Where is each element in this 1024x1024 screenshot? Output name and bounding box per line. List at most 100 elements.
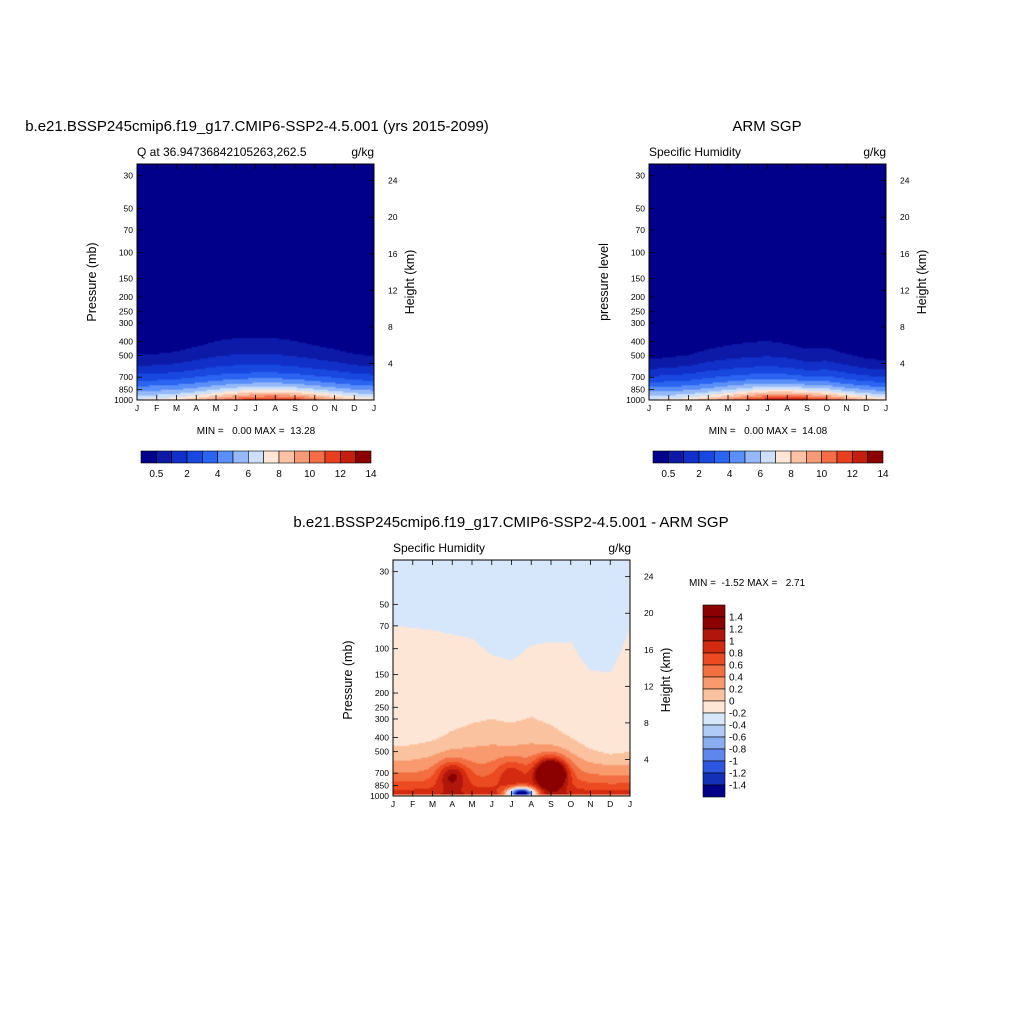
colorbar-label: 0.6 bbox=[729, 661, 743, 672]
y-tick-label-left: 250 bbox=[119, 306, 133, 316]
colorbar-label: -1.2 bbox=[729, 769, 747, 780]
y-tick-label-left: 150 bbox=[631, 274, 645, 284]
x-tick-label: J bbox=[372, 403, 376, 413]
y-tick-label-right: 8 bbox=[644, 718, 649, 728]
panel-model-title: b.e21.BSSP245cmip6.f19_g17.CMIP6-SSP2-4.… bbox=[25, 118, 489, 135]
y-tick-label-right: 16 bbox=[644, 645, 654, 655]
colorbar-swatch bbox=[702, 724, 726, 738]
colorbar-swatch bbox=[729, 450, 746, 464]
y-tick-label-left: 200 bbox=[119, 292, 133, 302]
y-tick-label-left: 70 bbox=[636, 225, 646, 235]
colorbar-swatch bbox=[702, 652, 726, 666]
colorbar-label: 8 bbox=[788, 469, 794, 480]
panel-diff-subtitle-right: g/kg bbox=[608, 541, 631, 555]
panel-diff-colorbar: 1.41.210.80.60.40.20-0.2-0.4-0.6-0.8-1-1… bbox=[702, 604, 747, 798]
panel-model-ylabel-right: Height (km) bbox=[403, 250, 417, 315]
colorbar-swatch bbox=[702, 604, 726, 618]
y-tick-label-left: 150 bbox=[119, 274, 133, 284]
y-tick-label-right: 12 bbox=[644, 681, 654, 691]
y-tick-label-left: 700 bbox=[375, 768, 389, 778]
colorbar-swatch bbox=[278, 450, 295, 464]
contour-field bbox=[393, 560, 630, 796]
x-tick-label: F bbox=[154, 403, 159, 413]
colorbar-swatch bbox=[294, 450, 310, 464]
colorbar-label: 8 bbox=[276, 469, 282, 480]
x-tick-label: J bbox=[135, 403, 139, 413]
panel-model-subtitle-left: Q at 36.94736842105263,262.5 bbox=[137, 145, 307, 159]
colorbar-swatch bbox=[702, 640, 726, 654]
x-tick-label: A bbox=[193, 403, 199, 413]
x-tick-label: J bbox=[253, 403, 257, 413]
y-tick-label-right: 12 bbox=[900, 285, 910, 295]
y-tick-label-right: 4 bbox=[900, 358, 905, 368]
colorbar-swatch bbox=[324, 450, 341, 464]
panel-model-ylabel-left: Pressure (mb) bbox=[85, 242, 99, 321]
colorbar-label: 14 bbox=[365, 469, 377, 480]
colorbar-label: 0.2 bbox=[729, 685, 743, 696]
colorbar-label: 1.2 bbox=[729, 625, 743, 636]
x-tick-label: A bbox=[272, 403, 278, 413]
x-tick-label: S bbox=[548, 799, 554, 809]
panel-diff-title: b.e21.BSSP245cmip6.f19_g17.CMIP6-SSP2-4.… bbox=[293, 514, 728, 531]
x-tick-label: A bbox=[528, 799, 534, 809]
colorbar-label: 2 bbox=[184, 469, 190, 480]
colorbar-swatch bbox=[217, 450, 234, 464]
x-tick-label: N bbox=[587, 799, 593, 809]
y-tick-label-left: 700 bbox=[119, 372, 133, 382]
colorbar-swatch bbox=[652, 450, 669, 464]
colorbar-label: -0.6 bbox=[729, 733, 747, 744]
colorbar-label: 0.8 bbox=[729, 649, 743, 660]
colorbar-swatch bbox=[744, 450, 761, 464]
y-tick-label-left: 70 bbox=[380, 621, 390, 631]
y-tick-label-left: 250 bbox=[631, 306, 645, 316]
colorbar-label: 10 bbox=[816, 469, 828, 480]
colorbar-swatch bbox=[156, 450, 172, 464]
y-tick-label-left: 400 bbox=[631, 336, 645, 346]
colorbar-label: 10 bbox=[304, 469, 316, 480]
x-tick-label: J bbox=[234, 403, 238, 413]
colorbar-swatch bbox=[702, 772, 726, 786]
x-tick-label: N bbox=[331, 403, 337, 413]
panel-obs: ARM SGP Specific Humidity g/kg J F M A M J J A S… bbox=[597, 118, 929, 480]
colorbar-swatch bbox=[702, 712, 726, 726]
y-tick-label-right: 24 bbox=[644, 572, 654, 582]
x-tick-label: M bbox=[724, 403, 731, 413]
y-tick-label-left: 500 bbox=[375, 747, 389, 757]
colorbar-swatch bbox=[702, 784, 726, 798]
y-tick-label-left: 850 bbox=[631, 385, 645, 395]
colorbar-label: -0.4 bbox=[729, 721, 747, 732]
y-tick-label-left: 100 bbox=[375, 644, 389, 654]
contour-field bbox=[137, 164, 374, 400]
colorbar-swatch bbox=[668, 450, 684, 464]
colorbar-label: -1.4 bbox=[729, 781, 747, 792]
y-tick-label-left: 500 bbox=[631, 351, 645, 361]
colorbar-swatch bbox=[171, 450, 188, 464]
colorbar-swatch bbox=[698, 450, 715, 464]
panel-obs-title: ARM SGP bbox=[732, 118, 801, 135]
x-tick-label: A bbox=[449, 799, 455, 809]
x-tick-label: F bbox=[410, 799, 415, 809]
y-tick-label-left: 850 bbox=[375, 781, 389, 791]
panel-obs-ylabel-right: Height (km) bbox=[915, 250, 929, 315]
y-tick-label-left: 850 bbox=[119, 385, 133, 395]
panel-diff-ylabel-left: Pressure (mb) bbox=[341, 640, 355, 719]
panel-model: b.e21.BSSP245cmip6.f19_g17.CMIP6-SSP2-4.… bbox=[25, 118, 489, 480]
colorbar-swatch bbox=[248, 450, 264, 464]
colorbar-swatch bbox=[760, 450, 776, 464]
y-tick-label-left: 30 bbox=[124, 171, 134, 181]
y-tick-label-right: 20 bbox=[644, 608, 654, 618]
colorbar-swatch bbox=[852, 450, 868, 464]
colorbar-swatch bbox=[775, 450, 792, 464]
y-tick-label-left: 1000 bbox=[626, 395, 645, 405]
contour-field bbox=[649, 164, 886, 400]
x-tick-label: D bbox=[351, 403, 357, 413]
colorbar-swatch bbox=[702, 676, 726, 690]
y-tick-label-left: 400 bbox=[375, 732, 389, 742]
colorbar-label: 1 bbox=[729, 637, 735, 648]
colorbar-swatch bbox=[355, 450, 372, 464]
x-tick-label: M bbox=[429, 799, 436, 809]
colorbar-label: 4 bbox=[727, 469, 733, 480]
panel-model-minmax: MIN = 0.00 MAX = 13.28 bbox=[197, 426, 316, 437]
colorbar-swatch bbox=[702, 748, 726, 762]
